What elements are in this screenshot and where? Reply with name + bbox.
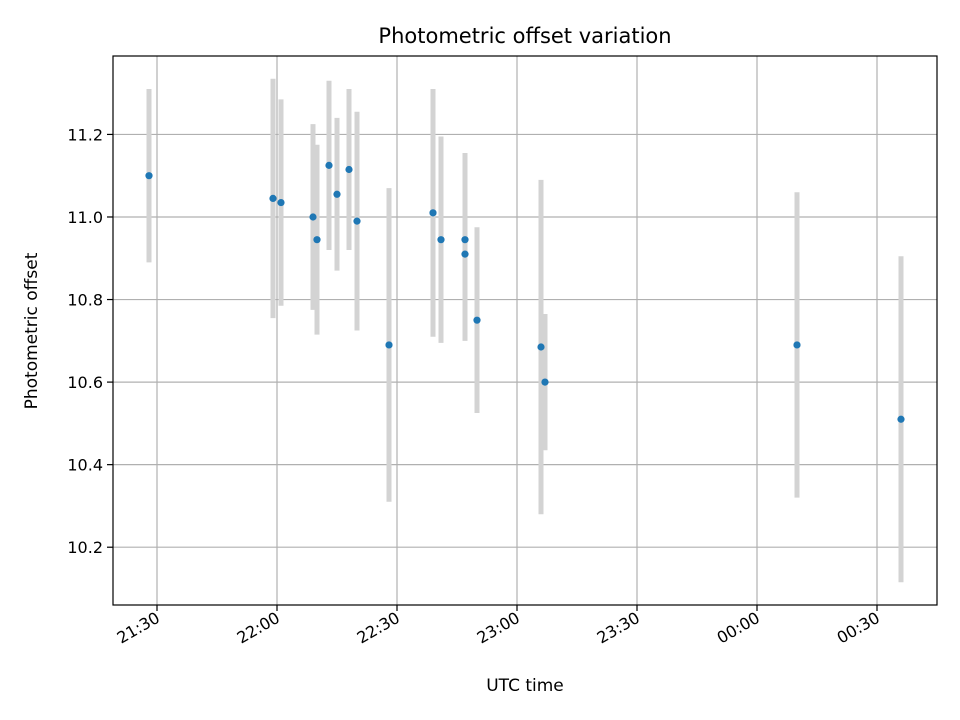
data-point [313, 236, 321, 244]
data-point [269, 194, 277, 203]
y-tick-label: 10.8 [67, 291, 103, 310]
data-point [473, 316, 481, 324]
grid-lines [113, 56, 937, 605]
data-point [437, 236, 445, 244]
y-tick-label: 10.2 [67, 538, 103, 557]
y-tick-label: 11.2 [67, 125, 103, 144]
data-point [385, 341, 393, 349]
data-point [793, 341, 801, 349]
data-point [333, 190, 341, 198]
x-tick-label: 22:00 [234, 608, 283, 648]
x-axis-label: UTC time [486, 676, 564, 696]
data-point [897, 415, 905, 423]
data-point [461, 236, 469, 244]
data-point [325, 161, 333, 169]
x-tick-label: 00:30 [834, 608, 883, 648]
y-tick-label: 11.0 [67, 208, 103, 227]
y-axis-label: Photometric offset [22, 252, 42, 409]
data-point [345, 165, 353, 174]
data-points [145, 161, 905, 423]
data-point [537, 343, 545, 351]
y-tick-label: 10.6 [67, 373, 103, 392]
x-tick-label: 23:00 [474, 608, 523, 648]
data-point [353, 217, 361, 225]
x-tick-label: 00:00 [714, 608, 763, 648]
data-point [461, 250, 469, 258]
y-tick-label: 10.4 [67, 456, 103, 475]
x-tick-label: 22:30 [354, 608, 403, 648]
plot-frame [112, 55, 938, 606]
chart-title: Photometric offset variation [378, 24, 671, 48]
data-point [541, 378, 549, 386]
x-tick-label: 21:30 [114, 608, 163, 648]
error-bars [146, 78, 904, 583]
data-point [429, 209, 437, 217]
data-point [145, 172, 153, 180]
data-point [277, 198, 285, 207]
data-point [309, 213, 317, 221]
x-tick-label: 23:30 [594, 608, 643, 648]
